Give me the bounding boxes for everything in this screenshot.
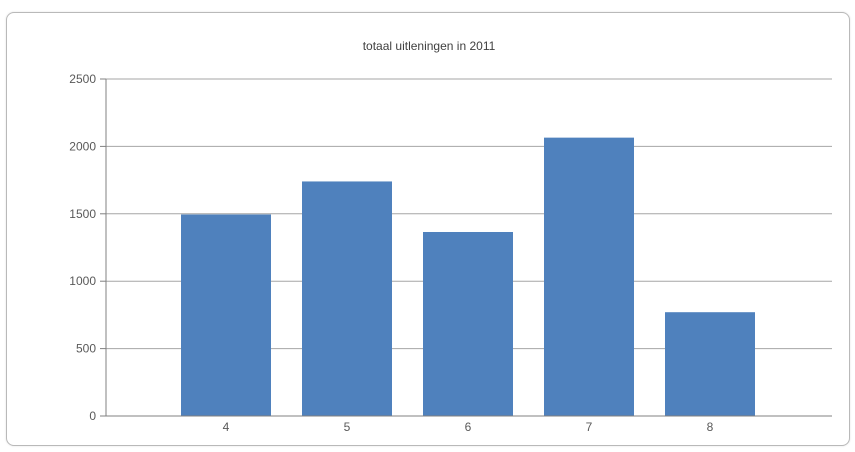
chart-title: totaal uitleningen in 2011 — [363, 39, 496, 53]
y-tick-label: 1500 — [69, 207, 96, 221]
y-tick-label: 500 — [76, 342, 96, 356]
y-axis-labels: 0 500 1000 1500 2000 2500 — [69, 72, 96, 423]
y-tick-label: 2500 — [69, 72, 96, 86]
x-tick-label: 6 — [465, 420, 472, 434]
x-tick-label: 5 — [344, 420, 351, 434]
x-tick-label: 4 — [223, 420, 230, 434]
y-tick-label: 2000 — [69, 139, 96, 153]
x-tick-label: 8 — [707, 420, 714, 434]
bar-4 — [181, 214, 271, 416]
x-axis-labels: 4 5 6 7 8 — [223, 420, 714, 434]
bar-8 — [665, 312, 755, 416]
y-tick-label: 1000 — [69, 274, 96, 288]
y-tick-label: 0 — [89, 409, 96, 423]
bars — [181, 137, 755, 416]
bar-5 — [302, 181, 392, 416]
x-tick-label: 7 — [586, 420, 593, 434]
bar-6 — [423, 231, 513, 416]
bar-7 — [544, 137, 634, 416]
